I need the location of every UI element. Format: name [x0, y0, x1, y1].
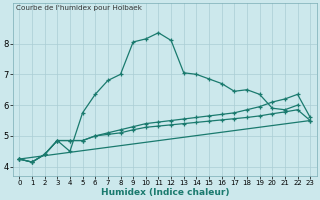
X-axis label: Humidex (Indice chaleur): Humidex (Indice chaleur)	[100, 188, 229, 197]
Text: Courbe de l'humidex pour Holbaek: Courbe de l'humidex pour Holbaek	[16, 5, 142, 11]
